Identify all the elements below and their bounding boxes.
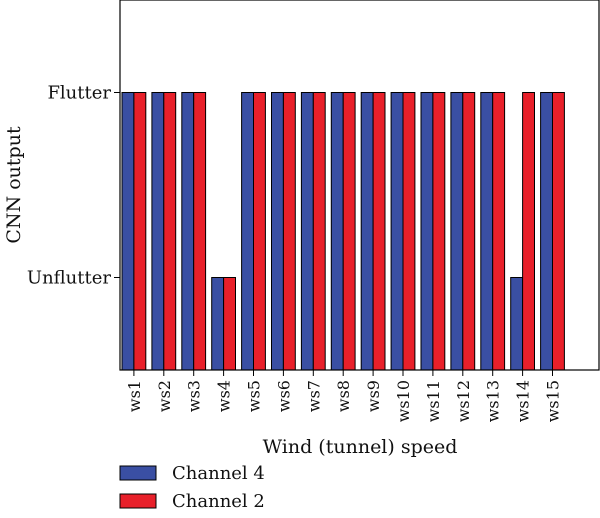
x-tick-label: ws15 (544, 380, 563, 422)
bar-channel-2-ws13 (492, 92, 506, 371)
bar-channel-4-ws8 (330, 92, 344, 371)
legend-label-channel-2: Channel 2 (172, 491, 265, 512)
bar-channel-4-ws14 (510, 277, 524, 371)
y-axis-title: CNN output (3, 126, 25, 244)
x-tick-label: ws1 (125, 380, 144, 412)
bar-channel-4-ws5 (241, 92, 255, 371)
legend-swatch-channel-2 (119, 493, 157, 509)
bar-channel-4-ws3 (181, 92, 195, 371)
bar-channel-2-ws3 (193, 92, 207, 371)
x-tick-label: ws7 (304, 380, 323, 412)
bar-channel-2-ws1 (133, 92, 147, 371)
bar-channel-2-ws15 (552, 92, 565, 371)
bar-channel-2-ws11 (432, 92, 446, 371)
legend-swatch-channel-4 (119, 465, 157, 481)
bar-channel-4-ws10 (390, 92, 404, 371)
bar-channel-4-ws2 (151, 92, 165, 371)
bar-channel-4-ws1 (121, 92, 135, 371)
bar-channel-2-ws10 (402, 92, 416, 371)
x-tick-label: ws5 (245, 380, 264, 412)
x-tick-label: ws12 (454, 380, 473, 422)
x-tick-label: ws13 (484, 380, 503, 422)
bar-channel-4-ws7 (300, 92, 314, 371)
y-tick-label: Flutter (47, 83, 111, 104)
bar-channel-2-ws12 (462, 92, 476, 371)
legend-label-channel-4: Channel 4 (172, 463, 265, 484)
x-tick-label: ws11 (424, 380, 443, 422)
legend: Channel 4 Channel 2 (119, 463, 265, 512)
bar-channel-4-ws11 (420, 92, 434, 371)
x-axis-ticks: ws1 ws2 ws3 ws4 ws5 ws6 ws7 ws8 ws9 ws10 ws11 ws12 w… (125, 370, 563, 422)
bar-channel-2-ws5 (253, 92, 266, 371)
x-tick-label: ws9 (364, 380, 383, 412)
bar-channel-4-ws6 (271, 92, 284, 371)
bars-group (121, 92, 565, 371)
bar-channel-2-ws4 (223, 277, 237, 371)
bar-channel-2-ws7 (312, 92, 326, 371)
bar-channel-2-ws2 (163, 92, 177, 371)
y-tick-label: Unflutter (27, 268, 111, 289)
bar-channel-2-ws9 (372, 92, 386, 371)
x-tick-label: ws10 (394, 380, 413, 422)
x-tick-label: ws6 (274, 380, 293, 412)
bar-channel-4-ws9 (360, 92, 374, 371)
bar-channel-2-ws14 (522, 92, 535, 371)
x-tick-label: ws14 (514, 380, 533, 422)
bar-channel-4-ws15 (540, 92, 553, 371)
y-axis-ticks: Flutter Unflutter (27, 83, 120, 289)
plot-area-frame (119, 0, 600, 371)
bar-channel-4-ws12 (450, 92, 464, 371)
bar-channel-4-ws13 (480, 92, 494, 371)
bar-channel-2-ws6 (282, 92, 296, 371)
x-tick-label: ws2 (155, 380, 174, 412)
x-tick-label: ws8 (334, 380, 353, 412)
bar-channel-4-ws4 (211, 277, 225, 371)
x-tick-label: ws3 (185, 380, 204, 412)
bar-channel-2-ws8 (342, 92, 356, 371)
x-tick-label: ws4 (215, 380, 234, 412)
x-axis-title: Wind (tunnel) speed (263, 436, 458, 458)
